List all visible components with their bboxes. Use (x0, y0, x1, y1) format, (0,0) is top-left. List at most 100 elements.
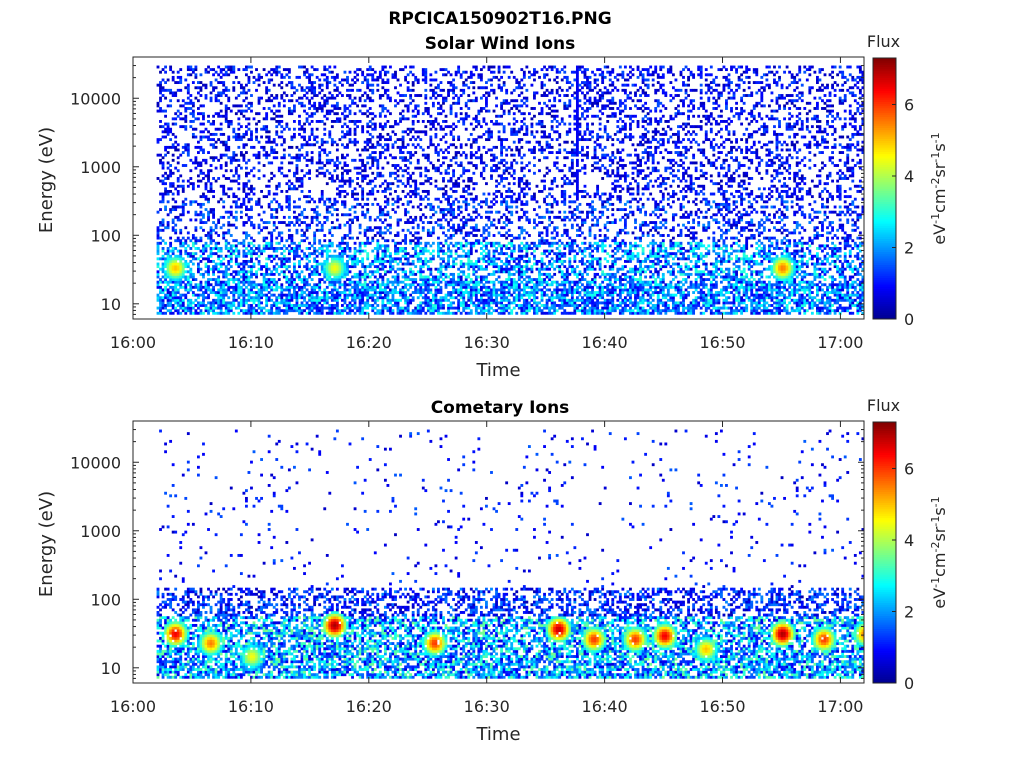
heatmap-cell (242, 143, 246, 147)
heatmap-cell (295, 272, 299, 276)
heatmap-cell (378, 244, 382, 248)
heatmap-cell (293, 210, 296, 214)
heatmap-cell (245, 285, 248, 289)
heatmap-cell (300, 96, 304, 100)
heatmap-cell (267, 272, 271, 276)
heatmap-cell (452, 202, 456, 206)
heatmap-cell (257, 304, 261, 307)
heatmap-cell (232, 298, 236, 302)
heatmap-cell (444, 265, 448, 269)
heatmap-cell (234, 306, 238, 310)
heatmap-cell (371, 158, 375, 162)
heatmap-cell (358, 247, 362, 250)
heatmap-cell (237, 306, 241, 310)
heatmap-cell (353, 75, 357, 79)
heatmap-cell (335, 218, 339, 222)
heatmap-cell (285, 223, 289, 227)
heatmap-cell (366, 161, 370, 165)
heatmap-cell (293, 304, 296, 307)
heatmap-cell (328, 283, 332, 287)
heatmap-cell (449, 236, 453, 240)
heatmap-cell (341, 202, 344, 206)
heatmap-cell (212, 158, 215, 162)
heatmap-cell (399, 156, 402, 160)
heatmap-cell (164, 270, 167, 274)
heatmap-cell (479, 78, 483, 82)
heatmap-cell (358, 99, 362, 103)
heatmap-cell (194, 247, 198, 250)
heatmap-cell (176, 278, 180, 282)
heatmap-cell (270, 68, 274, 72)
heatmap-cell (457, 309, 461, 313)
heatmap-cell (212, 177, 215, 180)
heatmap-cell (204, 197, 208, 201)
heatmap-cell (424, 304, 428, 307)
heatmap-cell (191, 275, 195, 279)
heatmap-cell (366, 109, 370, 113)
heatmap-cell (313, 236, 317, 240)
heatmap-cell (217, 306, 221, 310)
heatmap-cell (217, 218, 221, 222)
heatmap-cell (449, 73, 453, 77)
heatmap-cell (335, 75, 339, 79)
heatmap-cell (323, 114, 327, 118)
heatmap-cell (237, 283, 241, 287)
heatmap-cell (242, 311, 246, 315)
heatmap-cell (376, 280, 380, 284)
heatmap-cell (245, 143, 248, 147)
heatmap-cell (224, 161, 228, 165)
heatmap-cell (419, 293, 423, 297)
heatmap-cell (381, 267, 385, 271)
heatmap-cell (343, 70, 347, 74)
heatmap-cell (353, 301, 357, 305)
heatmap-cell (176, 275, 180, 279)
heatmap-cell (310, 265, 314, 269)
heatmap-cell (186, 101, 190, 105)
heatmap-cell (227, 247, 231, 250)
heatmap-cell (194, 283, 198, 287)
heatmap-cell (224, 291, 228, 294)
heatmap-cell (191, 285, 195, 289)
heatmap-cell (348, 228, 352, 232)
heatmap-cell (293, 120, 296, 123)
heatmap-cell (421, 280, 425, 284)
heatmap-cell (459, 280, 463, 284)
heatmap-cell (399, 99, 402, 103)
heatmap-cell (275, 283, 279, 287)
heatmap-cell (474, 234, 478, 237)
heatmap-cell (272, 68, 276, 72)
heatmap-cell (333, 107, 337, 110)
heatmap-cell (376, 298, 380, 302)
heatmap-cell (472, 262, 476, 266)
heatmap-cell (303, 234, 306, 237)
heatmap-cell (401, 117, 405, 121)
heatmap-cell (389, 192, 392, 196)
heatmap-cell (452, 171, 456, 175)
heatmap-cell (209, 164, 213, 167)
heatmap-cell (164, 288, 167, 292)
heatmap-cell (156, 249, 160, 253)
heatmap-cell (176, 109, 180, 113)
heatmap-cell (252, 223, 256, 227)
heatmap-cell (419, 311, 423, 315)
heatmap-cell (305, 215, 309, 219)
heatmap-cell (383, 138, 387, 142)
heatmap-cell (442, 161, 445, 165)
heatmap-cell (186, 275, 190, 279)
heatmap-cell (454, 257, 458, 261)
heatmap-cell (250, 104, 253, 108)
heatmap-cell (204, 247, 208, 250)
heatmap-cell (293, 278, 296, 282)
heatmap-cell (373, 259, 377, 263)
heatmap-cell (449, 109, 453, 113)
heatmap-cell (323, 200, 327, 204)
heatmap-cell (164, 265, 167, 269)
heatmap-cell (282, 99, 286, 103)
heatmap-cell (272, 267, 276, 271)
heatmap-cell (166, 252, 170, 256)
heatmap-cell (419, 272, 423, 276)
heatmap-cell (421, 288, 425, 292)
heatmap-cell (247, 291, 251, 294)
heatmap-cell (383, 304, 387, 307)
heatmap-cell (214, 298, 218, 302)
